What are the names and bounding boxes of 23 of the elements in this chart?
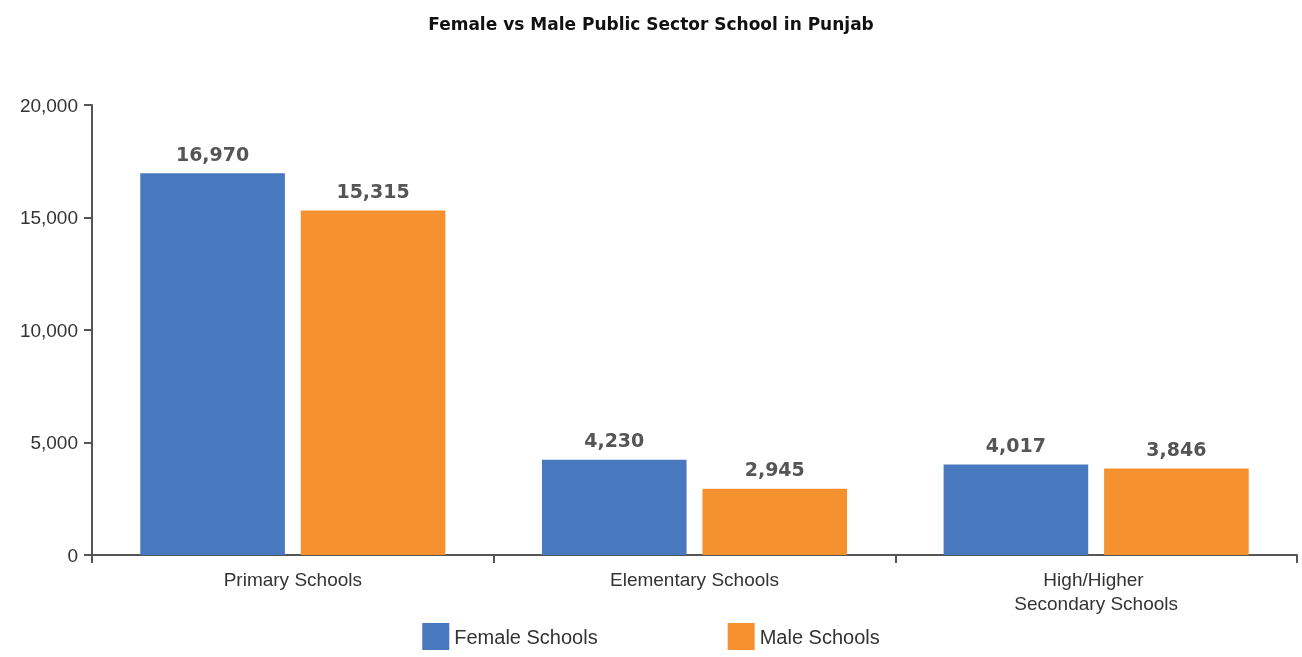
data-label: 15,315 [336,179,410,202]
y-tick-label: 5,000 [30,432,78,453]
x-tick-label: Primary Schools [223,568,362,590]
y-tick-label: 10,000 [19,319,78,341]
y-tick-label: 15,000 [19,207,78,228]
bar [140,173,285,555]
data-label: 2,945 [744,458,805,481]
legend-label: Male Schools [759,625,880,648]
bar [1104,468,1249,555]
x-tick-label: High/Higher Secondary Schools [1014,568,1179,614]
legend-label: Female Schools [454,625,598,648]
y-tick-label: 0 [67,544,78,566]
data-label: 4,017 [985,434,1046,457]
bar [943,464,1089,555]
data-label: 16,970 [175,142,250,165]
data-label: 3,846 [1146,437,1207,460]
x-tick-label: Elementary Schools [610,568,779,590]
bar [300,210,446,555]
data-label: 4,230 [584,429,645,452]
bar [702,488,848,555]
bar [541,459,687,555]
chart-title: Female vs Male Public Sector School in Punjab [428,13,874,34]
y-tick-label: 20,000 [19,94,78,116]
